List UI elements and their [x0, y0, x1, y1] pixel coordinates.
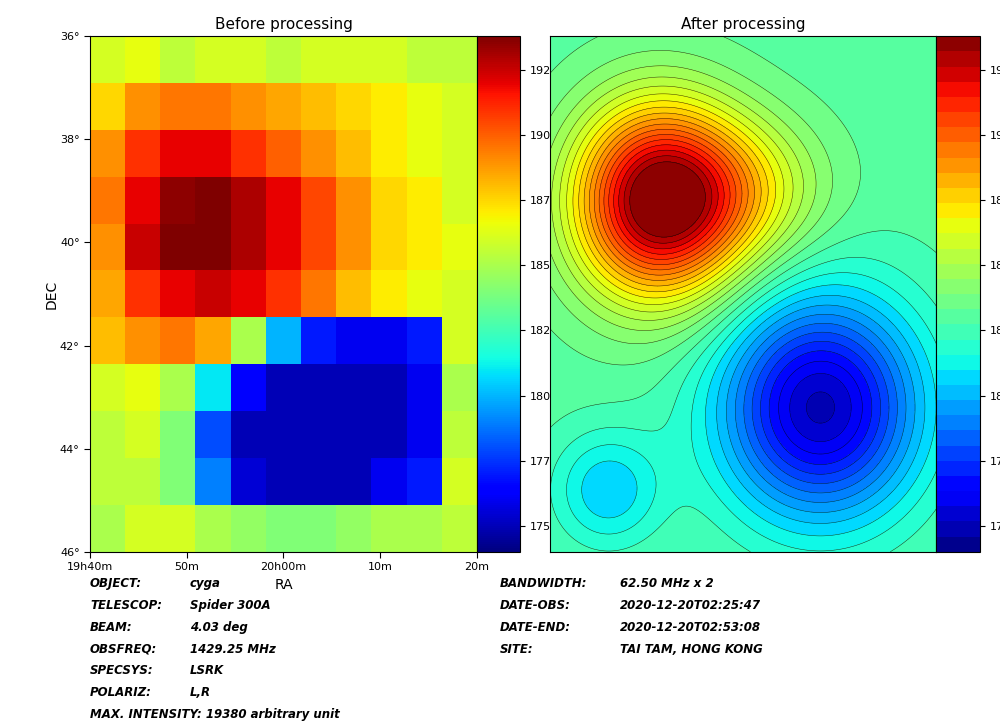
Text: cyga: cyga	[190, 577, 221, 590]
Text: 4.03 deg: 4.03 deg	[190, 621, 248, 634]
Text: L,R: L,R	[190, 686, 211, 699]
Text: Spider 300A: Spider 300A	[190, 599, 271, 612]
Text: 62.50 MHz x 2: 62.50 MHz x 2	[620, 577, 714, 590]
Text: OBSFREQ:: OBSFREQ:	[90, 643, 157, 656]
Text: POLARIZ:: POLARIZ:	[90, 686, 152, 699]
Y-axis label: DEC: DEC	[44, 280, 58, 309]
Text: 2020-12-20T02:53:08: 2020-12-20T02:53:08	[620, 621, 761, 634]
Text: 2020-12-20T02:25:47: 2020-12-20T02:25:47	[620, 599, 761, 612]
Title: Before processing: Before processing	[215, 17, 352, 33]
Text: MAX. INTENSITY: 19380 arbitrary unit: MAX. INTENSITY: 19380 arbitrary unit	[90, 708, 340, 721]
Text: DATE-END:: DATE-END:	[500, 621, 571, 634]
Text: 1429.25 MHz: 1429.25 MHz	[190, 643, 276, 656]
Text: BANDWIDTH:: BANDWIDTH:	[500, 577, 588, 590]
X-axis label: RA: RA	[274, 578, 293, 592]
Text: OBJECT:: OBJECT:	[90, 577, 142, 590]
Text: SPECSYS:: SPECSYS:	[90, 664, 154, 677]
Text: BEAM:: BEAM:	[90, 621, 133, 634]
Text: LSRK: LSRK	[190, 664, 224, 677]
Text: DATE-OBS:: DATE-OBS:	[500, 599, 571, 612]
Text: SITE:: SITE:	[500, 643, 534, 656]
Text: TAI TAM, HONG KONG: TAI TAM, HONG KONG	[620, 643, 763, 656]
Title: After processing: After processing	[681, 17, 805, 33]
Text: TELESCOP:: TELESCOP:	[90, 599, 162, 612]
